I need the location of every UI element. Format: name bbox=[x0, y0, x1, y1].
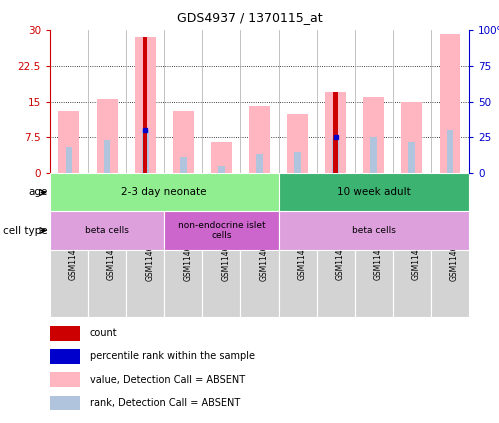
Bar bbox=[97, 99, 118, 173]
Bar bbox=[278, 173, 469, 212]
Bar bbox=[50, 212, 164, 250]
Bar bbox=[409, 142, 415, 173]
Text: GDS4937 / 1370115_at: GDS4937 / 1370115_at bbox=[177, 11, 322, 24]
Text: GSM1146034: GSM1146034 bbox=[183, 229, 192, 280]
Bar bbox=[50, 173, 278, 212]
Text: age: age bbox=[28, 187, 48, 198]
Bar bbox=[440, 34, 461, 173]
Bar bbox=[164, 212, 278, 250]
Bar bbox=[58, 111, 79, 173]
Text: GSM1146032: GSM1146032 bbox=[107, 230, 116, 280]
Bar bbox=[50, 396, 80, 410]
Bar bbox=[325, 92, 346, 173]
Bar bbox=[143, 37, 147, 173]
Bar bbox=[218, 166, 225, 173]
Text: GSM1146035: GSM1146035 bbox=[222, 229, 231, 280]
Text: GSM1146030: GSM1146030 bbox=[450, 229, 459, 280]
Text: non-endocrine islet
cells: non-endocrine islet cells bbox=[178, 221, 265, 240]
Bar bbox=[173, 111, 194, 173]
Text: GSM1146027: GSM1146027 bbox=[336, 230, 345, 280]
Text: beta cells: beta cells bbox=[352, 226, 396, 235]
Bar bbox=[278, 212, 469, 250]
Bar bbox=[104, 140, 110, 173]
Bar bbox=[50, 349, 80, 364]
Bar bbox=[287, 113, 308, 173]
Bar bbox=[241, 250, 278, 317]
Text: 2-3 day neonate: 2-3 day neonate bbox=[121, 187, 207, 198]
Text: GSM1146028: GSM1146028 bbox=[374, 230, 383, 280]
Bar bbox=[370, 137, 377, 173]
Bar bbox=[294, 152, 301, 173]
Text: 10 week adult: 10 week adult bbox=[337, 187, 411, 198]
Bar bbox=[401, 102, 422, 173]
Bar bbox=[88, 250, 126, 317]
Bar bbox=[363, 97, 384, 173]
Text: GSM1146029: GSM1146029 bbox=[412, 230, 421, 280]
Bar bbox=[164, 250, 202, 317]
Bar bbox=[278, 250, 317, 317]
Text: rank, Detection Call = ABSENT: rank, Detection Call = ABSENT bbox=[90, 398, 240, 408]
Text: cell type: cell type bbox=[3, 225, 48, 236]
Bar bbox=[317, 250, 355, 317]
Bar bbox=[393, 250, 431, 317]
Bar bbox=[256, 154, 263, 173]
Bar bbox=[142, 130, 149, 173]
Bar bbox=[333, 92, 338, 173]
Text: GSM1146026: GSM1146026 bbox=[297, 230, 306, 280]
Bar bbox=[447, 130, 454, 173]
Text: GSM1146031: GSM1146031 bbox=[69, 230, 78, 280]
Bar bbox=[211, 142, 232, 173]
Bar bbox=[50, 326, 80, 341]
Text: GSM1146036: GSM1146036 bbox=[259, 229, 268, 280]
Bar bbox=[126, 250, 164, 317]
Bar bbox=[50, 372, 80, 387]
Text: value, Detection Call = ABSENT: value, Detection Call = ABSENT bbox=[90, 375, 245, 385]
Bar bbox=[355, 250, 393, 317]
Text: beta cells: beta cells bbox=[85, 226, 129, 235]
Bar bbox=[180, 157, 187, 173]
Bar bbox=[249, 106, 270, 173]
Bar bbox=[50, 250, 88, 317]
Text: GSM1146033: GSM1146033 bbox=[145, 229, 154, 280]
Bar bbox=[431, 250, 469, 317]
Bar bbox=[65, 147, 72, 173]
Bar bbox=[332, 137, 339, 173]
Bar bbox=[202, 250, 241, 317]
Text: count: count bbox=[90, 328, 117, 338]
Text: percentile rank within the sample: percentile rank within the sample bbox=[90, 352, 255, 361]
Bar bbox=[135, 37, 156, 173]
